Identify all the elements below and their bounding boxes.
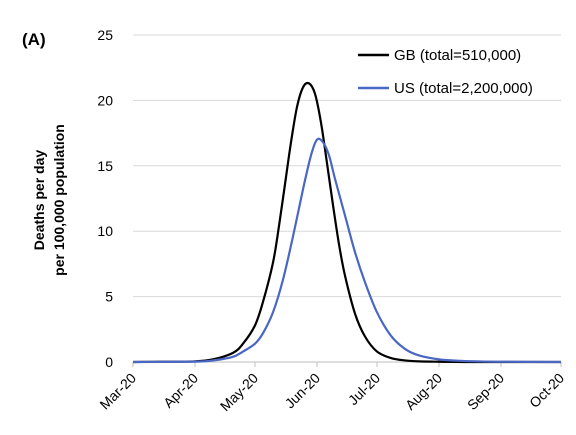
y-axis-title-line-2: per 100,000 population — [51, 124, 67, 276]
x-tick-label: May-20 — [217, 370, 261, 414]
y-axis-ticks: 0 5 10 15 20 25 — [97, 27, 113, 370]
y-tick-label: 10 — [97, 223, 113, 239]
y-axis-title-line-1: Deaths per day — [31, 150, 47, 251]
x-tick-label: Sep-20 — [464, 370, 507, 413]
series-line-us — [132, 137, 562, 364]
x-tick-label: Jun-20 — [282, 370, 324, 412]
x-tick-label: Apr-20 — [160, 370, 201, 411]
series-lines — [132, 81, 562, 364]
x-tick-label: Mar-20 — [96, 370, 139, 413]
y-tick-label: 15 — [97, 158, 113, 174]
x-tick-label: Oct-20 — [526, 370, 567, 411]
y-axis-title: Deaths per day per 100,000 population — [31, 124, 67, 276]
series-line-gb — [132, 81, 561, 364]
x-axis-ticks: Mar-20 Apr-20 May-20 Jun-20 Jul-20 Aug-20 Sep-… — [96, 362, 567, 414]
legend-label-us: US (total=2,200,000) — [394, 80, 533, 97]
x-tick-label: Aug-20 — [402, 370, 445, 413]
y-tick-label: 0 — [105, 354, 113, 370]
legend: GB (total=510,000) US (total=2,200,000) — [358, 47, 533, 97]
legend-label-gb: GB (total=510,000) — [394, 47, 521, 64]
y-tick-label: 25 — [97, 27, 113, 43]
x-tick-label: Jul-20 — [345, 370, 383, 408]
y-tick-label: 5 — [105, 289, 113, 305]
gridlines — [133, 34, 561, 298]
y-tick-label: 20 — [97, 92, 113, 108]
panel-label: (A) — [22, 30, 46, 49]
